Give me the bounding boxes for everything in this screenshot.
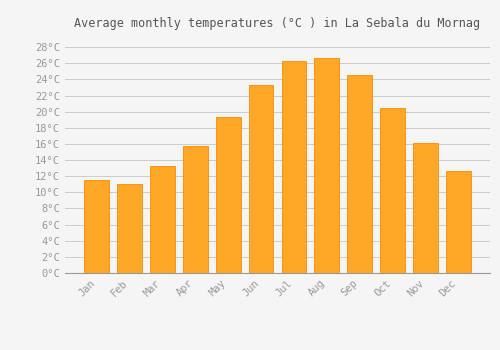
Bar [446, 172, 470, 273]
Bar [282, 61, 306, 273]
Bar [117, 184, 142, 273]
Bar [348, 75, 372, 273]
Bar [413, 143, 438, 273]
Bar [84, 180, 109, 273]
Bar [150, 166, 174, 273]
Bar [216, 117, 240, 273]
Bar [183, 146, 208, 273]
Bar [314, 58, 339, 273]
Bar [248, 85, 274, 273]
Title: Average monthly temperatures (°C ) in La Sebala du Mornag: Average monthly temperatures (°C ) in La… [74, 17, 480, 30]
Bar [380, 108, 405, 273]
